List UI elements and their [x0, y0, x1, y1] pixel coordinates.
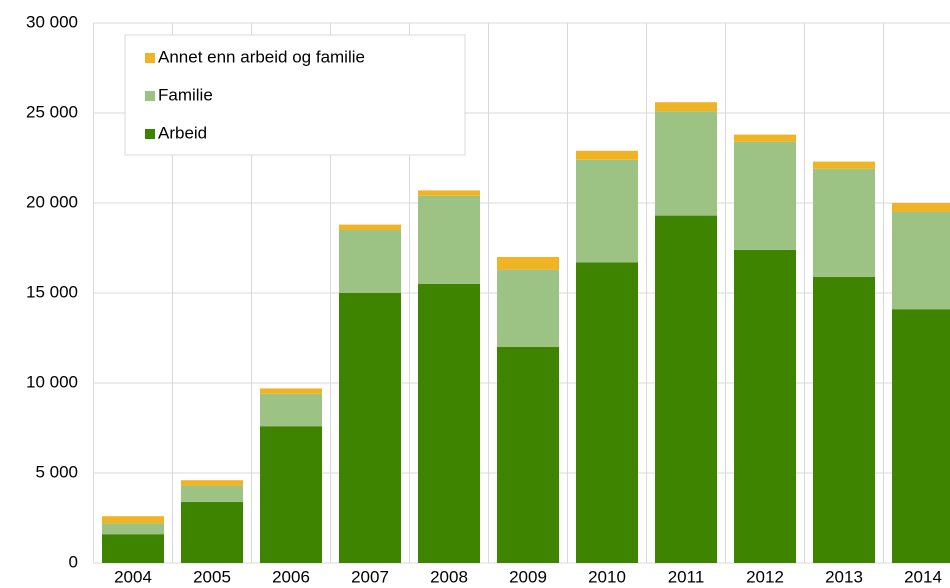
bar-segment: [497, 269, 559, 347]
bar-segment: [339, 230, 401, 293]
bar-segment: [892, 309, 950, 563]
bar-segment: [260, 388, 322, 394]
bar-segment: [497, 257, 559, 270]
bar-segment: [102, 534, 164, 563]
legend-swatch: [145, 129, 155, 139]
x-tick-label: 2006: [272, 567, 310, 586]
y-tick-label: 0: [69, 552, 78, 571]
y-tick-label: 10 000: [26, 372, 78, 391]
legend-label: Familie: [158, 85, 213, 104]
legend-swatch: [145, 53, 155, 63]
bar-segment: [576, 159, 638, 263]
bar-segment: [892, 212, 950, 310]
bar-segment: [102, 516, 164, 524]
x-tick-label: 2013: [825, 567, 863, 586]
bar-segment: [813, 168, 875, 277]
bar-segment: [260, 426, 322, 563]
bar-segment: [260, 393, 322, 427]
bar-segment: [576, 262, 638, 563]
x-tick-label: 2008: [430, 567, 468, 586]
bar-segment: [339, 224, 401, 230]
x-tick-label: 2004: [114, 567, 152, 586]
bar-segment: [813, 276, 875, 563]
bar-segment: [418, 284, 480, 563]
bar-segment: [102, 523, 164, 535]
y-tick-label: 5 000: [35, 462, 78, 481]
legend-box: [124, 34, 466, 156]
bar-segment: [576, 150, 638, 160]
y-tick-label: 20 000: [26, 192, 78, 211]
bar-segment: [181, 480, 243, 486]
x-tick-label: 2007: [351, 567, 389, 586]
bar-segment: [418, 190, 480, 196]
bar-segment: [655, 102, 717, 112]
bar-segment: [339, 293, 401, 563]
y-tick-label: 15 000: [26, 282, 78, 301]
bar-segment: [655, 111, 717, 216]
legend-swatch: [145, 91, 155, 101]
x-tick-label: 2009: [509, 567, 547, 586]
x-tick-label: 2014: [904, 567, 942, 586]
x-tick-label: 2005: [193, 567, 231, 586]
bar-segment: [734, 249, 796, 564]
bar-segment: [734, 134, 796, 142]
bar-segment: [734, 141, 796, 250]
bar-segment: [655, 215, 717, 563]
bar-segment: [813, 161, 875, 169]
x-tick-label: 2012: [746, 567, 784, 586]
legend-label: Annet enn arbeid og familie: [158, 47, 365, 66]
y-tick-label: 25 000: [26, 102, 78, 121]
x-tick-label: 2011: [668, 567, 705, 586]
x-tick-label: 2010: [588, 567, 626, 586]
bar-segment: [181, 485, 243, 502]
bar-segment: [418, 195, 480, 284]
y-tick-label: 30 000: [26, 12, 78, 31]
bar-segment: [497, 347, 559, 563]
bar-segment: [181, 501, 243, 563]
legend-label: Arbeid: [158, 123, 207, 142]
bar-segment: [892, 203, 950, 212]
